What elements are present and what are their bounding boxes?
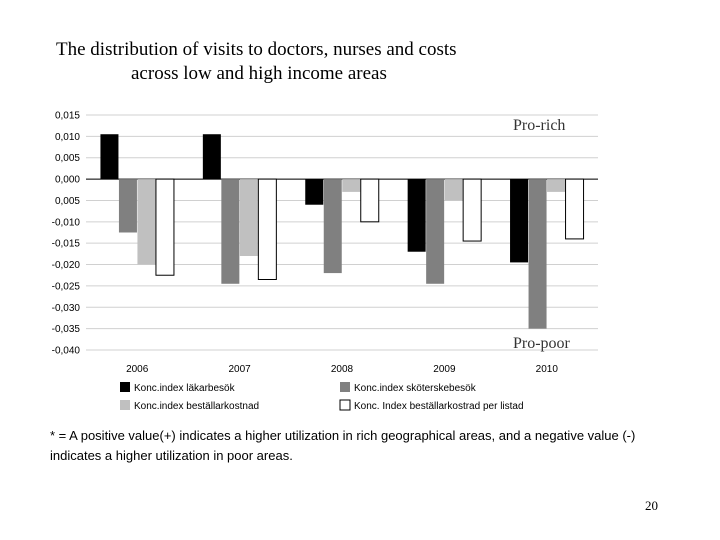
bar bbox=[510, 179, 529, 263]
bar bbox=[360, 178, 380, 223]
legend-swatch bbox=[120, 400, 130, 410]
x-tick-label: 2009 bbox=[433, 364, 456, 375]
bar bbox=[305, 179, 324, 205]
bar bbox=[155, 178, 175, 276]
y-tick-label: 0,015 bbox=[55, 111, 80, 122]
legend-label: Konc.index beställarkostnad bbox=[134, 401, 259, 412]
y-tick-label: 0,005 bbox=[55, 153, 80, 164]
legend-label: Konc. Index beställarkostrad per listad bbox=[354, 401, 524, 412]
x-tick-label: 2006 bbox=[126, 364, 149, 375]
y-tick-label: -0,020 bbox=[52, 260, 81, 271]
y-tick-label: -0,035 bbox=[52, 324, 81, 335]
bar bbox=[407, 179, 426, 252]
x-tick-label: 2010 bbox=[536, 364, 559, 375]
y-tick-label: 0,000 bbox=[55, 175, 80, 186]
bar bbox=[565, 178, 585, 240]
pro-poor-label: Pro-poor bbox=[513, 335, 571, 352]
bar bbox=[462, 178, 482, 242]
bar bbox=[342, 179, 361, 192]
page-number: 20 bbox=[645, 498, 658, 513]
legend-label: Konc.index sköterskebesök bbox=[354, 383, 477, 394]
title-line-1: The distribution of visits to doctors, n… bbox=[56, 39, 457, 60]
bar bbox=[323, 179, 342, 274]
bar bbox=[547, 179, 566, 192]
slide-title: The distribution of visits to doctors, n… bbox=[20, 38, 490, 86]
title-line-2: across low and high income areas bbox=[131, 63, 387, 84]
bar bbox=[221, 179, 240, 284]
y-tick-label: -0,010 bbox=[52, 217, 81, 228]
bar bbox=[528, 179, 547, 329]
legend-swatch bbox=[339, 399, 351, 411]
y-tick-label: -0,025 bbox=[52, 281, 81, 292]
bar bbox=[239, 179, 258, 256]
legend-swatch bbox=[120, 382, 130, 392]
footnote: * = A positive value(+) indicates a high… bbox=[50, 428, 636, 463]
x-tick-label: 2007 bbox=[228, 364, 251, 375]
bar bbox=[100, 134, 119, 180]
legend-swatch bbox=[340, 382, 350, 392]
x-tick-label: 2008 bbox=[331, 364, 354, 375]
bar bbox=[202, 134, 221, 180]
bar bbox=[444, 179, 463, 201]
legend-label: Konc.index läkarbesök bbox=[134, 383, 236, 394]
y-tick-label: -0,040 bbox=[52, 346, 81, 357]
y-tick-label: 0,010 bbox=[55, 132, 80, 143]
bar bbox=[137, 179, 156, 265]
bar bbox=[257, 178, 277, 280]
bar bbox=[426, 179, 445, 284]
pro-rich-label: Pro-rich bbox=[513, 117, 565, 134]
y-tick-label: -0,030 bbox=[52, 303, 81, 314]
y-tick-label: -0,015 bbox=[52, 239, 81, 250]
bar bbox=[118, 179, 137, 233]
y-tick-label: 0,005 bbox=[55, 196, 80, 207]
concentration-index-bar-chart: 0,015 0,010 0,005 0,000 0,005 -0,010 -0,015 -0,… bbox=[52, 111, 598, 412]
